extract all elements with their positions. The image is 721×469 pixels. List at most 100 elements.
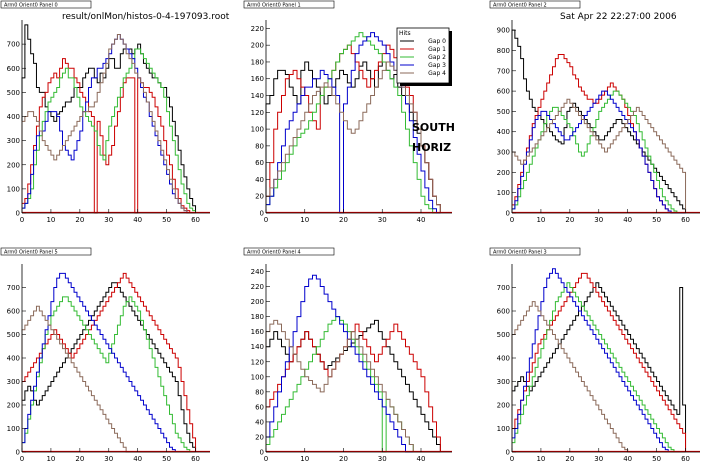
y-tick-label: 80 bbox=[255, 142, 264, 150]
y-tick-label: 600 bbox=[7, 65, 20, 73]
y-tick-label: 600 bbox=[497, 308, 510, 316]
x-tick-label: 0 bbox=[510, 455, 514, 463]
y-tick-label: 140 bbox=[251, 343, 264, 351]
root-filename: result/onlMon/histos-0-4-197093.root bbox=[62, 12, 230, 22]
series-line bbox=[511, 98, 687, 213]
series-line bbox=[265, 61, 441, 213]
x-tick-label: 30 bbox=[104, 216, 113, 224]
legend-entry: Gap 2 bbox=[428, 54, 446, 61]
series-line bbox=[511, 54, 686, 214]
y-tick-label: 120 bbox=[251, 358, 264, 366]
legend-entry: Gap 0 bbox=[428, 38, 446, 45]
panel-title: Arm0 Orient0 Panel 5 bbox=[4, 250, 58, 256]
y-tick-label: 100 bbox=[7, 185, 20, 193]
y-tick-label: 500 bbox=[497, 108, 510, 116]
histogram-panel: Arm0 Orient0 Panel 301002003004005006007… bbox=[489, 247, 700, 463]
y-tick-label: 400 bbox=[497, 128, 510, 136]
y-tick-label: 180 bbox=[251, 313, 264, 321]
histogram-panel: Arm0 Orient0 Panel 402040608010012014016… bbox=[243, 247, 452, 463]
x-tick-label: 20 bbox=[339, 216, 348, 224]
x-tick-label: 50 bbox=[162, 455, 171, 463]
x-tick-label: 40 bbox=[623, 455, 632, 463]
x-tick-label: 50 bbox=[652, 455, 661, 463]
legend-entry: Gap 3 bbox=[428, 62, 446, 69]
legend-shadow bbox=[449, 31, 452, 86]
y-tick-label: 400 bbox=[7, 113, 20, 121]
series-line bbox=[511, 268, 686, 453]
panel-grid: Arm0 Orient0 Panel 001002003004005006007… bbox=[0, 0, 700, 463]
x-tick-label: 10 bbox=[300, 216, 309, 224]
x-tick-label: 30 bbox=[378, 455, 387, 463]
y-tick-label: 300 bbox=[497, 378, 510, 386]
x-tick-label: 10 bbox=[536, 455, 545, 463]
x-tick-label: 50 bbox=[162, 216, 171, 224]
y-tick-label: 200 bbox=[251, 42, 264, 50]
timestamp: Sat Apr 22 22:27:00 2006 bbox=[560, 12, 677, 22]
y-tick-label: 140 bbox=[251, 92, 264, 100]
orientation-label: HORIZ bbox=[412, 141, 451, 154]
y-tick-label: 160 bbox=[251, 75, 264, 83]
y-tick-label: 120 bbox=[251, 109, 264, 117]
series-line bbox=[21, 33, 196, 214]
y-tick-label: 300 bbox=[7, 137, 20, 145]
legend-entry: Gap 1 bbox=[428, 46, 446, 53]
panel-title-box bbox=[0, 247, 92, 256]
x-tick-label: 20 bbox=[339, 455, 348, 463]
x-tick-label: 10 bbox=[300, 455, 309, 463]
x-tick-label: 60 bbox=[681, 455, 690, 463]
y-tick-label: 200 bbox=[251, 298, 264, 306]
histogram-panel: Arm0 Orient0 Panel 102040608010012014016… bbox=[243, 0, 452, 224]
y-tick-label: 500 bbox=[497, 331, 510, 339]
legend-entry: Gap 4 bbox=[428, 70, 446, 77]
x-tick-label: 30 bbox=[594, 216, 603, 224]
x-tick-label: 40 bbox=[133, 455, 142, 463]
x-tick-label: 10 bbox=[536, 216, 545, 224]
y-tick-label: 0 bbox=[16, 449, 20, 457]
y-tick-label: 200 bbox=[7, 161, 20, 169]
y-tick-label: 160 bbox=[251, 328, 264, 336]
y-tick-label: 20 bbox=[255, 193, 264, 201]
side-label: SOUTH bbox=[412, 121, 455, 134]
y-tick-label: 200 bbox=[7, 402, 20, 410]
series-line bbox=[511, 282, 687, 452]
series-line bbox=[511, 282, 686, 453]
legend-shadow bbox=[400, 83, 452, 86]
y-tick-label: 700 bbox=[497, 67, 510, 75]
x-tick-label: 60 bbox=[191, 455, 200, 463]
panel-title: Arm0 Orient0 Panel 2 bbox=[493, 3, 547, 9]
series-line bbox=[265, 32, 441, 214]
y-tick-label: 600 bbox=[497, 88, 510, 96]
y-tick-label: 0 bbox=[506, 210, 510, 218]
series-line bbox=[265, 274, 441, 453]
series-line bbox=[511, 90, 686, 214]
y-tick-label: 700 bbox=[7, 284, 20, 292]
y-tick-label: 300 bbox=[497, 149, 510, 157]
y-tick-label: 800 bbox=[497, 47, 510, 55]
series-line bbox=[21, 48, 197, 213]
y-tick-label: 0 bbox=[260, 210, 264, 218]
x-tick-label: 40 bbox=[623, 216, 632, 224]
panel-title-box bbox=[489, 247, 581, 256]
y-tick-label: 300 bbox=[7, 378, 20, 386]
y-tick-label: 500 bbox=[7, 331, 20, 339]
y-tick-label: 180 bbox=[251, 58, 264, 66]
y-tick-label: 100 bbox=[251, 373, 264, 381]
y-tick-label: 400 bbox=[497, 355, 510, 363]
y-tick-label: 80 bbox=[255, 388, 264, 396]
x-tick-label: 30 bbox=[104, 455, 113, 463]
x-tick-label: 50 bbox=[652, 216, 661, 224]
series-line bbox=[265, 32, 441, 214]
y-tick-label: 60 bbox=[255, 159, 264, 167]
y-tick-label: 500 bbox=[7, 89, 20, 97]
panel-title: Arm0 Orient0 Panel 1 bbox=[247, 3, 301, 9]
y-tick-label: 100 bbox=[497, 425, 510, 433]
x-tick-label: 30 bbox=[378, 216, 387, 224]
legend-title: Hits bbox=[399, 30, 411, 37]
y-tick-label: 700 bbox=[7, 41, 20, 49]
series-line bbox=[21, 282, 197, 452]
x-tick-label: 40 bbox=[133, 216, 142, 224]
x-tick-label: 60 bbox=[681, 216, 690, 224]
y-tick-label: 200 bbox=[497, 402, 510, 410]
